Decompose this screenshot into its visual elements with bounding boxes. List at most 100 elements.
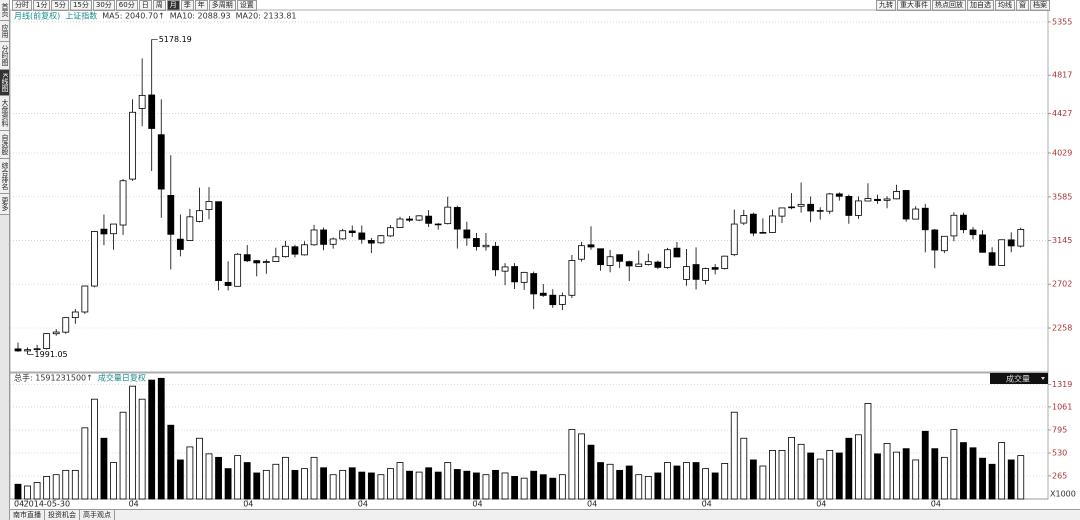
volume-bar <box>396 462 404 500</box>
volume-bar <box>281 456 289 500</box>
x-tick-label: 04 <box>129 500 139 509</box>
volume-bar <box>119 411 127 500</box>
volume-bar <box>578 433 585 500</box>
candle-body <box>578 245 585 260</box>
volume-bar <box>969 447 977 500</box>
period-button[interactable]: 1分 <box>33 0 51 11</box>
candle-body <box>387 227 394 237</box>
volume-bar <box>81 427 89 500</box>
tool-button[interactable]: 均线 <box>995 0 1015 11</box>
candle-body <box>740 215 748 224</box>
volume-bar <box>940 456 948 500</box>
y-tick-label: 3585 <box>1052 192 1072 201</box>
candle-body <box>864 198 872 202</box>
candle-body <box>654 261 662 268</box>
bottom-tab[interactable]: 高手观点 <box>80 510 115 520</box>
volume-bar <box>425 467 433 500</box>
volume-bar <box>224 468 232 500</box>
volume-bar <box>253 472 261 500</box>
volume-bar <box>262 469 270 500</box>
candle-body <box>539 292 547 296</box>
volume-bar <box>33 482 41 500</box>
candle-body <box>205 201 213 211</box>
period-button[interactable]: 季 <box>180 0 194 11</box>
tool-button[interactable]: 加自选 <box>967 0 994 11</box>
period-button[interactable]: 周 <box>152 0 166 11</box>
candle-body <box>377 235 385 244</box>
period-button[interactable]: 30分 <box>92 0 115 11</box>
period-button[interactable]: 15分 <box>69 0 92 11</box>
legend-item: MA10: 2088.93 <box>170 12 231 21</box>
candle-body <box>24 349 31 352</box>
candle-body <box>148 94 156 129</box>
period-button[interactable]: 设置 <box>236 0 257 11</box>
legend-item: 上证指数 <box>65 11 97 21</box>
sidebar-tab[interactable]: 首页 <box>0 0 9 21</box>
period-button[interactable]: 年 <box>194 0 208 11</box>
annotation: 5178.19 <box>159 35 192 44</box>
candle-body <box>702 268 709 281</box>
volume-bar <box>683 462 690 500</box>
period-button[interactable]: 分时 <box>12 0 32 11</box>
candle-body <box>14 348 22 352</box>
bottom-tab[interactable]: 投资机会 <box>45 510 80 520</box>
bottom-tab[interactable]: 南市直播 <box>10 510 45 520</box>
volume-bar <box>835 452 843 500</box>
legend-item: MA5: 2040.70↑ <box>102 12 165 21</box>
volume-bar <box>549 477 557 500</box>
volume-bar <box>1017 455 1025 500</box>
period-button[interactable]: 月 <box>166 0 180 11</box>
candle-body <box>301 244 308 256</box>
volume-bar <box>759 465 767 500</box>
sidebar-tab[interactable]: 自选股 <box>0 130 9 159</box>
candle-body <box>310 229 318 246</box>
sidebar-tab[interactable]: 更多 <box>0 193 9 215</box>
volume-bar <box>902 448 910 500</box>
candle-body <box>692 264 700 280</box>
volume-bar <box>797 443 805 500</box>
volume-selector[interactable] <box>990 373 1048 384</box>
volume-bar <box>998 442 1006 500</box>
sidebar-tab[interactable]: K线图 <box>0 70 9 96</box>
tool-button[interactable]: 九转 <box>876 0 896 11</box>
volume-bar <box>434 471 442 500</box>
sidebar: 首页 应用 分时图 K线图 大盘资料 自选股 综合排名 更多 <box>0 0 10 520</box>
candle-body <box>874 198 881 202</box>
volume-bar <box>157 377 165 500</box>
period-button[interactable]: 5分 <box>51 0 69 11</box>
volume-bar <box>721 463 729 500</box>
sidebar-tab[interactable]: 应用 <box>0 21 9 42</box>
tool-button[interactable]: 档案 <box>1030 0 1050 11</box>
volume-bar <box>358 471 366 500</box>
candle-body <box>501 266 509 272</box>
y-tick-label: 795 <box>1052 425 1067 434</box>
volume-bar <box>196 437 203 500</box>
volume-bar <box>988 463 996 500</box>
tool-button[interactable]: 窗 <box>1016 0 1029 11</box>
volume-bar <box>62 469 70 500</box>
volume-bar <box>893 451 900 500</box>
period-button[interactable]: 日 <box>138 0 152 11</box>
volume-bar <box>348 467 356 500</box>
volume-bar <box>129 385 137 500</box>
volume-bar <box>52 474 60 500</box>
tool-button[interactable]: 热点回放 <box>932 0 966 11</box>
period-button[interactable]: 60分 <box>115 0 138 11</box>
sidebar-tab[interactable]: 分时图 <box>0 42 9 70</box>
y-tick-label: 4817 <box>1052 71 1072 80</box>
tool-button[interactable]: 重大事件 <box>897 0 931 11</box>
sidebar-tab[interactable]: 大盘资料 <box>0 95 9 131</box>
volume-bar <box>558 474 566 500</box>
candle-body <box>988 252 996 266</box>
candle-body <box>215 201 222 281</box>
period-button[interactable]: 多周期 <box>208 0 236 11</box>
candle-body <box>396 218 404 229</box>
candle-body <box>673 247 681 258</box>
volume-bar <box>215 456 222 500</box>
candle-body <box>644 261 652 265</box>
candle-body <box>797 203 805 207</box>
candle-body <box>826 193 834 212</box>
sidebar-tab[interactable]: 综合排名 <box>0 158 9 194</box>
volume-bar <box>864 403 872 500</box>
